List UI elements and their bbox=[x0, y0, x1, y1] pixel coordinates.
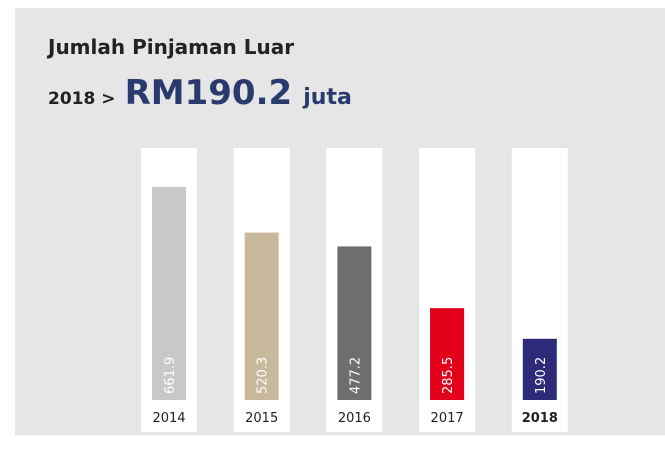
subtitle-value: RM190.2 bbox=[125, 73, 293, 113]
bar bbox=[522, 338, 557, 400]
bar bbox=[244, 232, 279, 400]
value-label: 477.2 bbox=[348, 357, 363, 394]
subtitle-unit: juta bbox=[302, 85, 352, 110]
x-tick-label: 2015 bbox=[245, 411, 278, 426]
x-tick-label: 2018 bbox=[522, 411, 558, 426]
bar bbox=[337, 246, 372, 400]
bar bbox=[152, 187, 186, 400]
value-label: 520.3 bbox=[256, 357, 271, 394]
chart-subtitle: 2018 > RM190.2 juta bbox=[48, 73, 352, 113]
value-label: 661.9 bbox=[163, 357, 178, 394]
x-tick-label: 2017 bbox=[431, 411, 464, 426]
value-label: 190.2 bbox=[534, 357, 549, 394]
chart-title: Jumlah Pinjaman Luar bbox=[46, 35, 294, 59]
x-tick-label: 2014 bbox=[152, 411, 185, 426]
subtitle-prefix: 2018 > bbox=[48, 89, 115, 109]
value-label: 285.5 bbox=[441, 357, 456, 394]
x-tick-label: 2016 bbox=[338, 411, 371, 426]
bar bbox=[430, 308, 465, 400]
